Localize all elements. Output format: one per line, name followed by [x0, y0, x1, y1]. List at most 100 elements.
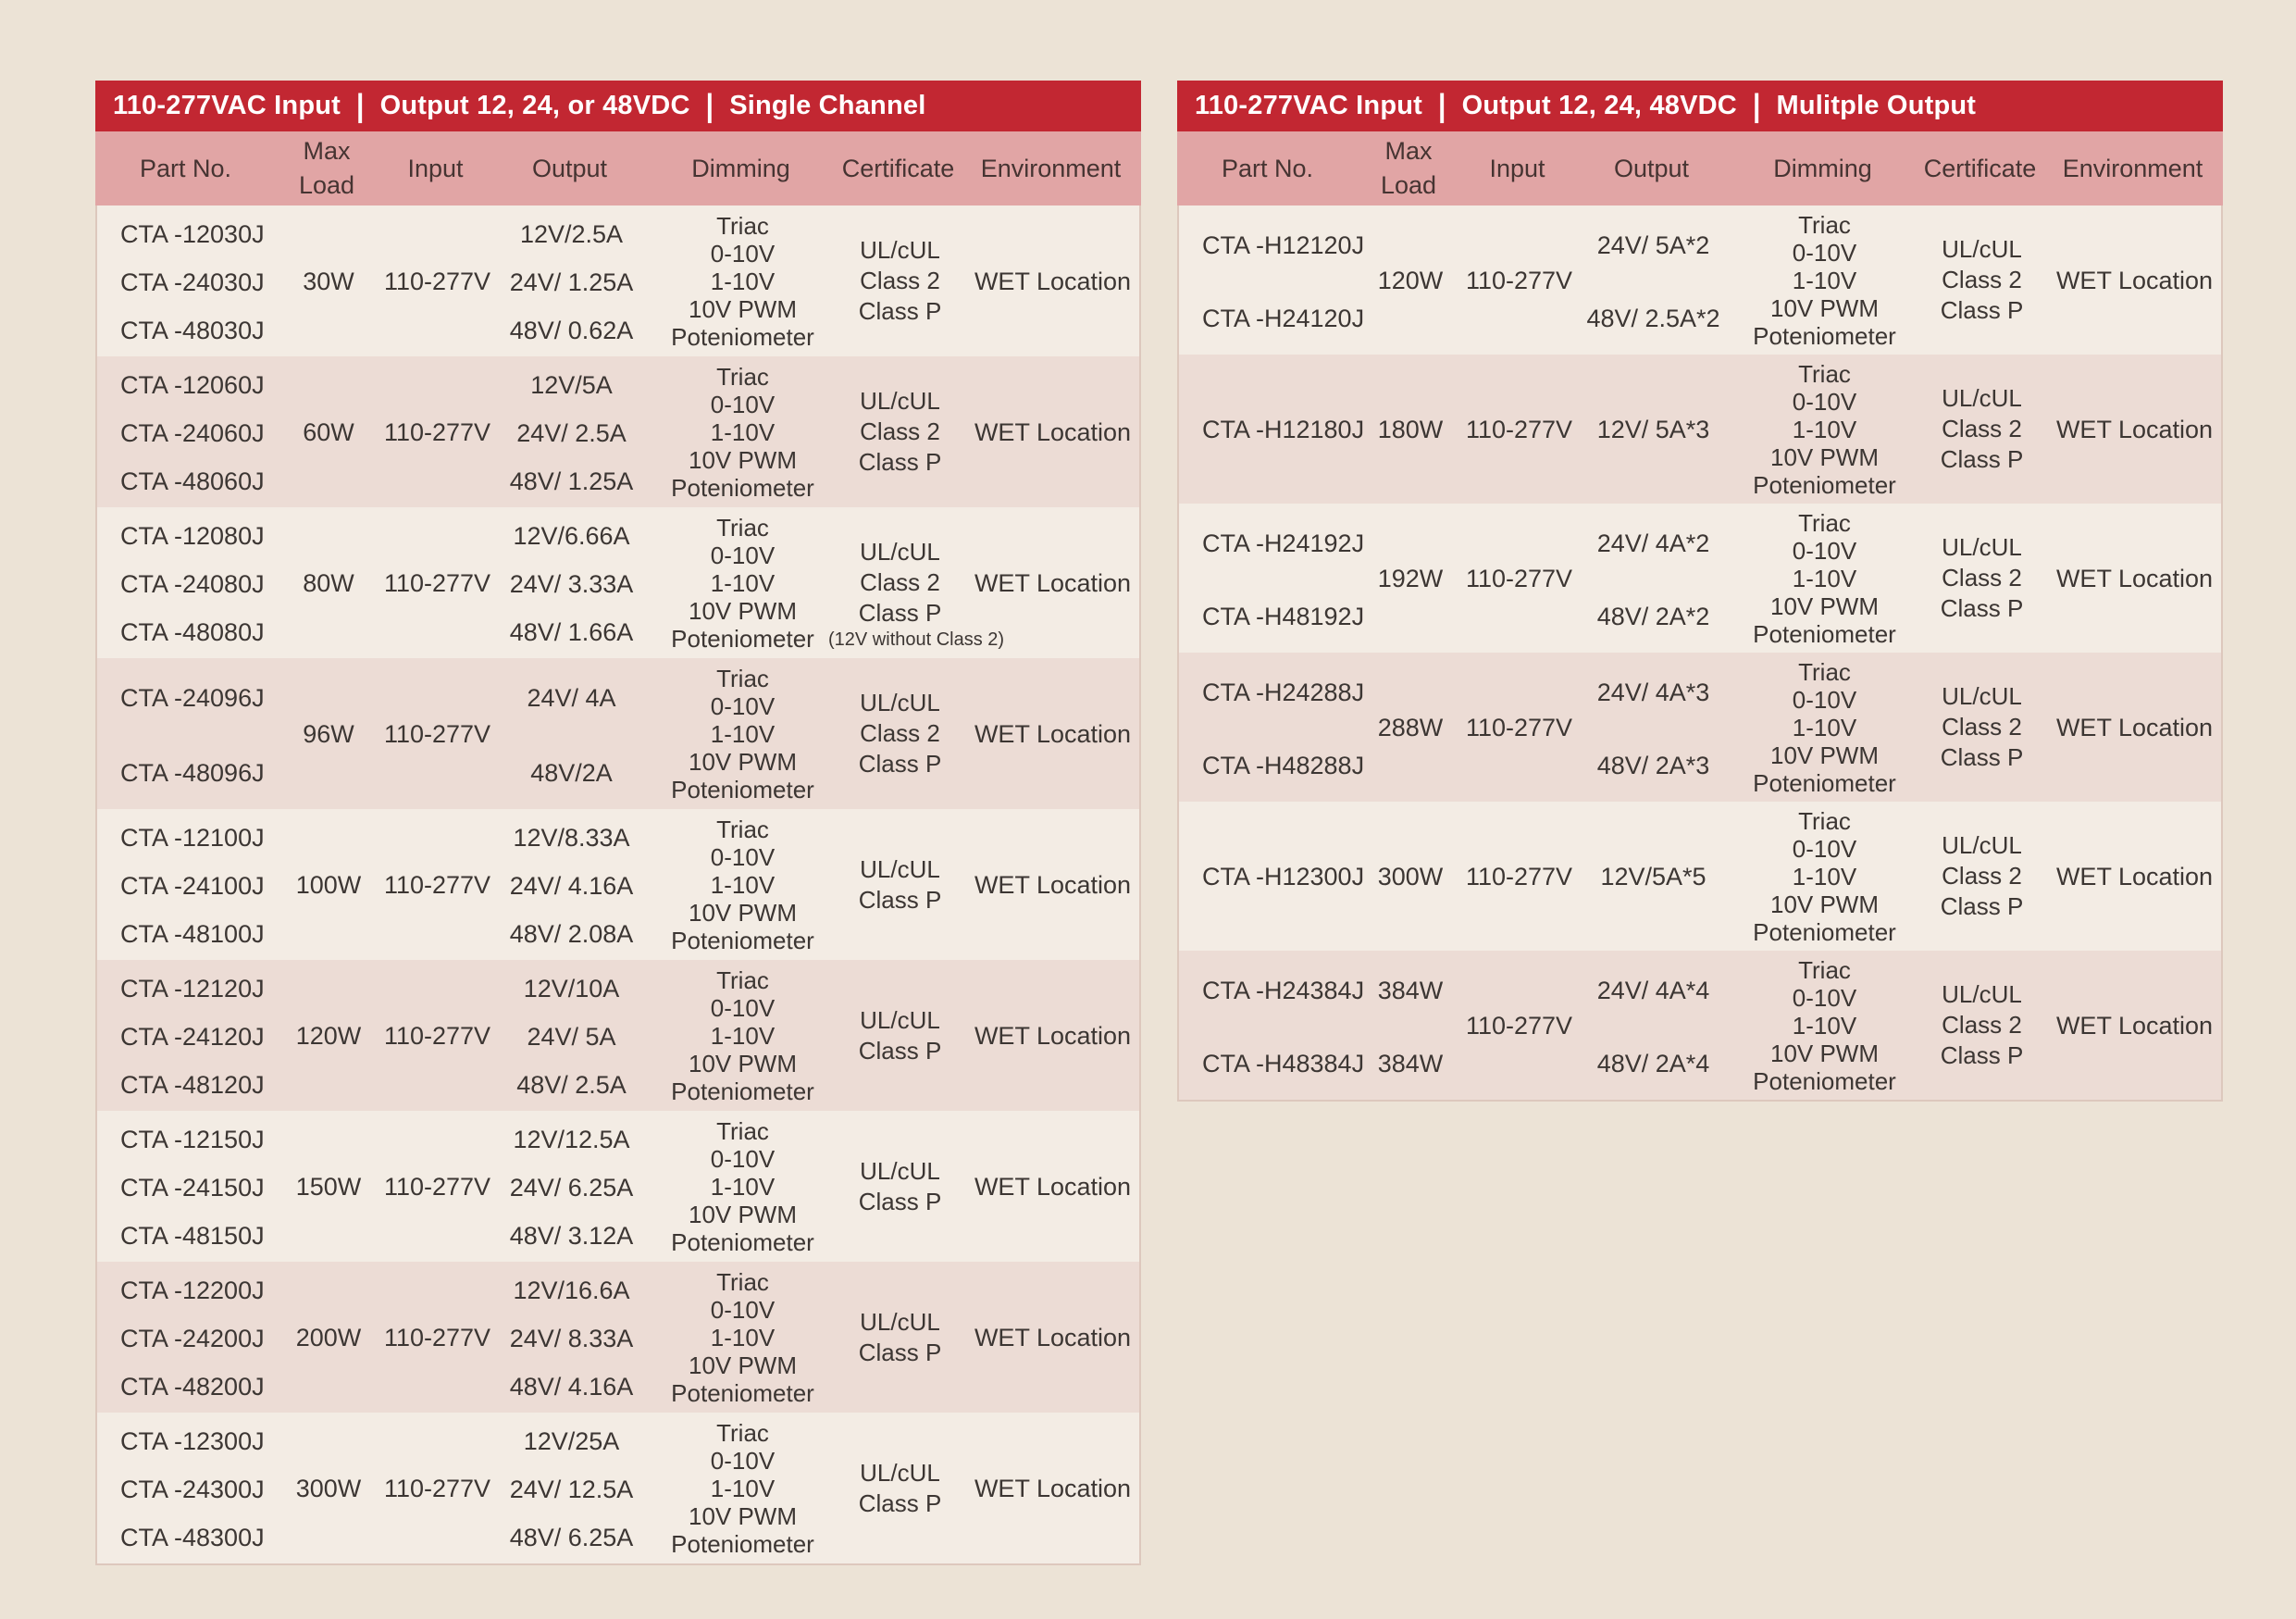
- part-number: CTA -24120J: [120, 1023, 265, 1051]
- output-cell: 12V/2.5A 24V/ 1.25A 48V/ 0.62A: [495, 205, 648, 356]
- dimming-option: 0-10V: [1792, 834, 1857, 863]
- single-channel-table-body: CTA -12030J CTA -24030J CTA -48030J 30W 110-…: [95, 205, 1141, 1565]
- dimming-cell: Triac 0-10V 1-10V 10V PWM Poteniometer: [648, 960, 838, 1111]
- dimming-option: Triac: [716, 211, 769, 240]
- certificate-line: UL/cUL: [860, 236, 940, 264]
- part-no-cell: CTA -H12180J: [1179, 355, 1364, 504]
- dimming-cell: Triac 0-10V 1-10V 10V PWM Poteniometer: [1730, 951, 1919, 1100]
- certificate-line: UL/cUL: [860, 1005, 940, 1034]
- column-header-dimming: Dimming: [691, 154, 790, 182]
- dimming-cell: Triac 0-10V 1-10V 10V PWM Poteniometer: [648, 205, 838, 356]
- dimming-option: 1-10V: [1792, 564, 1857, 592]
- certificate-line: Class P: [1940, 892, 2024, 920]
- column-header-dimming: Dimming: [1773, 154, 1872, 182]
- output-rating: 24V/ 12.5A: [509, 1476, 634, 1503]
- certificate-cell: UL/cUL Class 2 Class P: [1919, 653, 2044, 802]
- part-number: CTA -H48192J: [1202, 603, 1365, 630]
- max-load-cell: 192W: [1359, 504, 1461, 653]
- part-number: CTA -24096J: [120, 684, 265, 712]
- max-load-value: 100W: [295, 870, 362, 899]
- dimming-option: 0-10V: [710, 691, 776, 720]
- input-voltage: 110-277V: [383, 568, 491, 597]
- part-no-cell: CTA -12200J CTA -24200J CTA -48200J: [97, 1262, 278, 1413]
- part-number: CTA -H48288J: [1202, 752, 1365, 779]
- environment-cell: WET Location: [962, 356, 1143, 507]
- max-load-cell: 300W: [1359, 802, 1461, 951]
- max-load-cell: 60W: [278, 356, 379, 507]
- part-number: CTA -H12180J: [1202, 415, 1365, 443]
- title-segment: 110-277VAC Input: [1195, 91, 1423, 120]
- output-rating: 48V/ 4.16A: [509, 1373, 634, 1401]
- output-cell: 12V/16.6A 24V/ 8.33A 48V/ 4.16A: [495, 1262, 648, 1413]
- max-load-value: 60W: [303, 417, 354, 446]
- multiple-output-table-body: CTA -H12120J CTA -H24120J 120W 110-277V 24V/…: [1177, 205, 2223, 1102]
- product-group-row: CTA -12060J CTA -24060J CTA -48060J 60W 110-…: [97, 356, 1139, 507]
- dimming-option: 10V PWM: [688, 1200, 798, 1228]
- certificate-line: Class P: [858, 1338, 942, 1366]
- input-cell: 110-277V: [379, 356, 495, 507]
- part-number: CTA -12060J: [120, 371, 265, 399]
- dimming-option: 10V PWM: [1769, 741, 1880, 769]
- certificate-cell: UL/cUL Class 2 Class P: [1919, 205, 2044, 355]
- output-cell: 12V/6.66A 24V/ 3.33A 48V/ 1.66A: [495, 507, 648, 658]
- dimming-option: Triac: [716, 1418, 769, 1447]
- certificate-line: UL/cUL: [1942, 533, 2022, 561]
- dimming-option: Poteniometer: [671, 1529, 814, 1558]
- certificate-cell: UL/cUL Class P: [838, 960, 962, 1111]
- column-header-environment: Environment: [2062, 154, 2203, 182]
- max-load-cell: 96W: [278, 658, 379, 809]
- environment-cell: WET Location: [962, 507, 1143, 658]
- part-number: CTA -12150J: [120, 1126, 265, 1153]
- dimming-cell: Triac 0-10V 1-10V 10V PWM Poteniometer: [648, 809, 838, 960]
- certificate-cell: UL/cUL Class 2 Class P: [1919, 355, 2044, 504]
- title-separator: |: [1752, 87, 1761, 123]
- input-cell: 110-277V: [379, 507, 495, 658]
- output-rating: 24V/ 3.33A: [509, 570, 634, 598]
- dimming-cell: Triac 0-10V 1-10V 10V PWM Poteniometer: [648, 1262, 838, 1413]
- certificate-cell: UL/cUL Class 2 Class P: [838, 658, 962, 809]
- column-header-output: Output: [531, 154, 608, 182]
- certificate-line: Class P: [858, 297, 942, 325]
- dimming-option: 1-10V: [710, 1021, 776, 1050]
- output-rating: 24V/ 6.25A: [509, 1174, 634, 1202]
- environment-value: WET Location: [974, 267, 1132, 295]
- column-header-output: Output: [1613, 154, 1690, 182]
- dimming-option: 1-10V: [710, 1323, 776, 1351]
- part-number: CTA -H48384J: [1202, 1050, 1365, 1077]
- certificate-line: Class 2: [1942, 713, 2022, 741]
- part-number: CTA -24150J: [120, 1174, 265, 1202]
- max-load-cell: 120W: [1359, 205, 1461, 355]
- environment-cell: WET Location: [962, 960, 1143, 1111]
- certificate-line: Class P: [1940, 296, 2024, 324]
- title-segment: Single Channel: [729, 91, 926, 120]
- dimming-option: 1-10V: [1792, 862, 1857, 890]
- max-load-value: 80W: [303, 568, 354, 597]
- dimming-option: 1-10V: [1792, 1011, 1857, 1040]
- certificate-line: UL/cUL: [860, 1458, 940, 1487]
- title-separator: |: [1438, 87, 1446, 123]
- product-group-row: CTA -H12180J 180W 110-277V 12V/ 5A*3 Triac 0-…: [1179, 355, 2221, 504]
- dimming-option: Triac: [1798, 806, 1851, 835]
- output-rating: 12V/2.5A: [519, 220, 624, 248]
- dimming-cell: Triac 0-10V 1-10V 10V PWM Poteniometer: [1730, 504, 1919, 653]
- dimming-option: Triac: [1798, 359, 1851, 388]
- part-number: CTA -48150J: [120, 1222, 265, 1250]
- dimming-option: Triac: [716, 965, 769, 994]
- part-no-cell: CTA -24096J CTA -48096J: [97, 658, 278, 809]
- environment-cell: WET Location: [2044, 504, 2225, 653]
- output-cell: 24V/ 4A*4 48V/ 2A*4: [1577, 951, 1730, 1100]
- certificate-line: UL/cUL: [860, 1156, 940, 1185]
- output-rating: 12V/5A*5: [1600, 862, 1706, 890]
- title-segment: Output 12, 24, 48VDC: [1461, 91, 1737, 120]
- dimming-option: 10V PWM: [688, 596, 798, 625]
- column-header-part: Part No.: [1221, 154, 1314, 182]
- dimming-option: 0-10V: [710, 842, 776, 871]
- part-number: CTA -12100J: [120, 824, 265, 852]
- environment-value: WET Location: [2055, 266, 2214, 294]
- input-voltage: 110-277V: [383, 1172, 491, 1201]
- part-number: CTA -48120J: [120, 1071, 265, 1099]
- input-cell: 110-277V: [1461, 951, 1577, 1100]
- output-rating: 12V/6.66A: [513, 522, 630, 550]
- certificate-line: UL/cUL: [860, 1307, 940, 1336]
- certificate-line: Class 2: [1942, 564, 2022, 592]
